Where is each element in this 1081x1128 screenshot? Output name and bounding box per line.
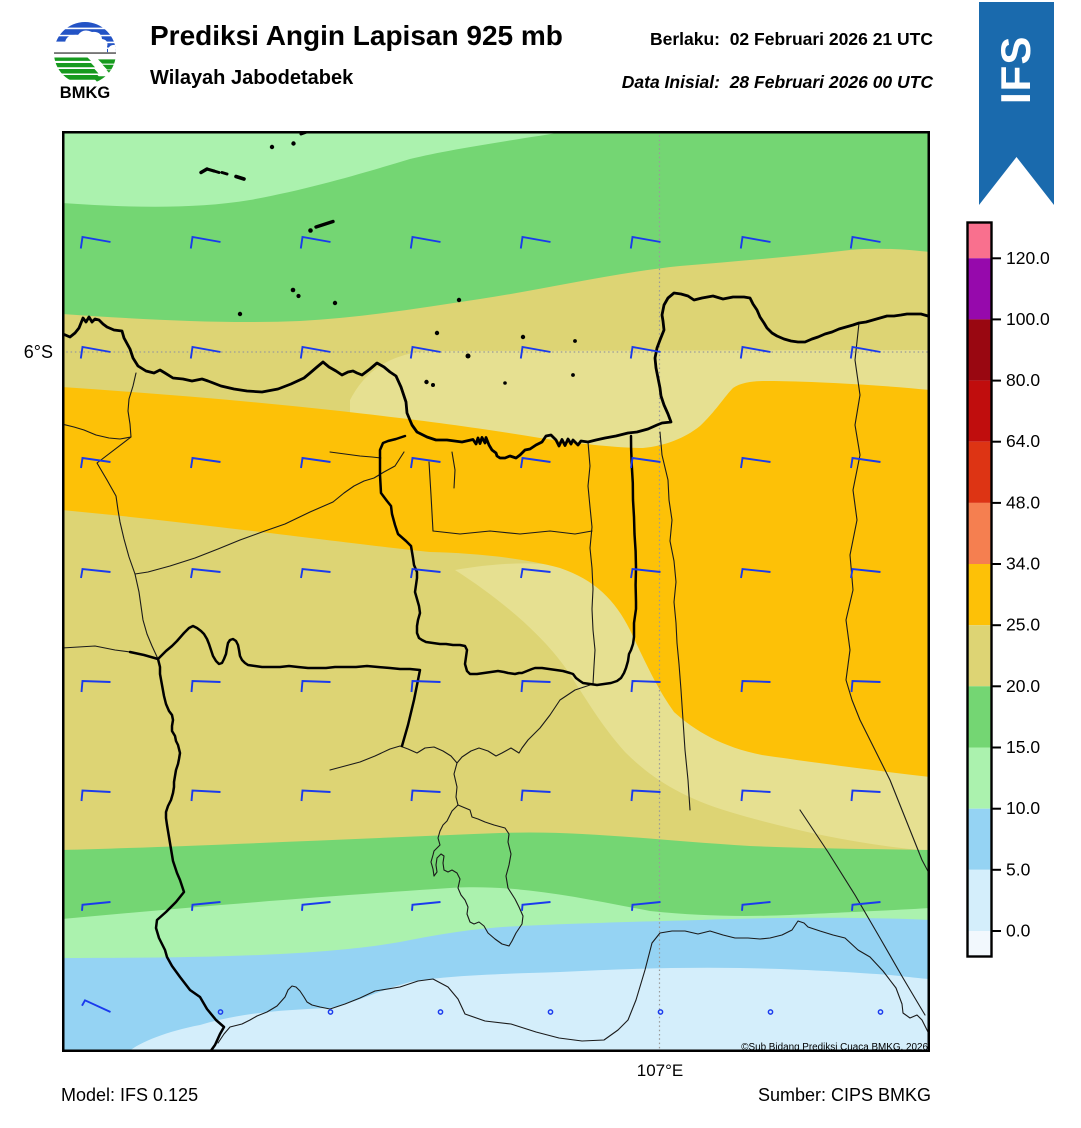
svg-text:80.0: 80.0 xyxy=(1006,370,1040,390)
svg-text:120.0: 120.0 xyxy=(1006,248,1050,268)
svg-text:IFS: IFS xyxy=(992,36,1039,104)
svg-text:34.0: 34.0 xyxy=(1006,554,1040,574)
svg-text:BMKG: BMKG xyxy=(60,84,110,102)
svg-text:15.0: 15.0 xyxy=(1006,737,1040,757)
svg-text:25.0: 25.0 xyxy=(1006,615,1040,635)
svg-text:64.0: 64.0 xyxy=(1006,431,1040,451)
svg-text:48.0: 48.0 xyxy=(1006,492,1040,512)
svg-text:©Sub Bidang Prediksi Cuaca BMK: ©Sub Bidang Prediksi Cuaca BMKG, 2026 xyxy=(741,1042,928,1052)
svg-text:100.0: 100.0 xyxy=(1006,309,1050,329)
svg-text:10.0: 10.0 xyxy=(1006,798,1040,818)
svg-text:5.0: 5.0 xyxy=(1006,859,1031,879)
svg-text:20.0: 20.0 xyxy=(1006,676,1040,696)
svg-text:0.0: 0.0 xyxy=(1006,921,1031,941)
